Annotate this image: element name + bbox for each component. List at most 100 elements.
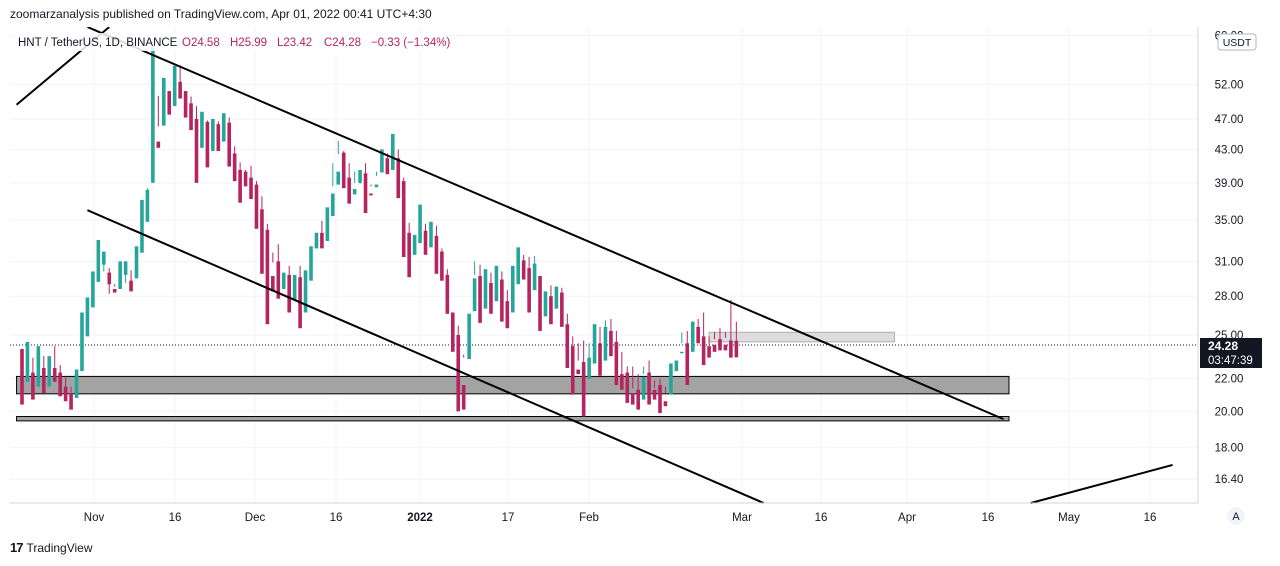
candle-body-47 bbox=[276, 261, 281, 299]
y-tick-label-4: 39.00 bbox=[1215, 178, 1244, 190]
candle-body-49 bbox=[287, 274, 291, 313]
last-price-badge: 24.28 03:47:39 bbox=[1200, 337, 1262, 368]
footer-brand[interactable]: 17 TradingView bbox=[10, 540, 93, 555]
auto-scale-button[interactable]: A bbox=[1227, 507, 1245, 525]
candle-body-120 bbox=[674, 360, 679, 372]
trendline-2 bbox=[87, 209, 765, 504]
candle-body-65 bbox=[374, 184, 379, 188]
y-tick-label-12: 16.40 bbox=[1215, 474, 1244, 486]
close-value: C24.28 bbox=[324, 37, 361, 49]
candle-body-70 bbox=[401, 181, 406, 258]
candle-body-52 bbox=[303, 270, 308, 313]
candle-body-126 bbox=[707, 346, 711, 358]
candle-body-28 bbox=[172, 65, 177, 107]
y-tick-label-9: 22.00 bbox=[1215, 374, 1244, 386]
candle-body-10 bbox=[74, 369, 79, 398]
candle-body-107 bbox=[603, 326, 608, 361]
candle-body-104 bbox=[587, 357, 591, 379]
time-axis[interactable]: 6Nov16Dec16202217FebMar16Apr16May16 bbox=[2, 512, 1157, 524]
candle-body-55 bbox=[320, 232, 324, 249]
candle-body-14 bbox=[96, 240, 101, 282]
candle-body-27 bbox=[167, 91, 172, 115]
candle-body-31 bbox=[189, 103, 193, 131]
x-tick-label-6: 17 bbox=[502, 512, 515, 524]
footer-brand-label: TradingView bbox=[26, 540, 93, 555]
candle-body-41 bbox=[243, 171, 248, 187]
candle-body-82 bbox=[467, 313, 471, 360]
x-tick-label-10: Apr bbox=[898, 512, 916, 524]
candle-body-57 bbox=[331, 193, 335, 216]
candle-body-122 bbox=[685, 343, 690, 386]
candle-body-121 bbox=[680, 351, 684, 354]
candle-body-15 bbox=[101, 251, 106, 265]
candle-body-110 bbox=[620, 374, 624, 390]
countdown-label: 03:47:39 bbox=[1208, 355, 1253, 367]
candle-body-19 bbox=[123, 261, 128, 275]
candle-body-88 bbox=[500, 279, 504, 322]
x-tick-label-9: 16 bbox=[815, 512, 828, 524]
candle-body-48 bbox=[281, 272, 286, 289]
candle-body-89 bbox=[505, 301, 510, 329]
candle-body-98 bbox=[554, 286, 559, 309]
candle-body-75 bbox=[429, 221, 433, 248]
candle-body-33 bbox=[200, 111, 204, 148]
candle-body-85 bbox=[483, 269, 488, 309]
publisher-line: zoomarzanalysis published on TradingView… bbox=[10, 7, 432, 21]
candle-body-92 bbox=[521, 260, 526, 280]
candle-body-87 bbox=[494, 265, 499, 302]
x-tick-label-3: Dec bbox=[245, 512, 266, 524]
candle-body-40 bbox=[238, 169, 242, 203]
trendline-1 bbox=[87, 26, 1004, 421]
candle-body-17 bbox=[112, 288, 117, 293]
candle-body-123 bbox=[690, 321, 695, 352]
candle-body-111 bbox=[625, 372, 630, 403]
y-tick-label-10: 20.00 bbox=[1215, 406, 1244, 418]
candle-body-90 bbox=[510, 265, 515, 313]
trendlines bbox=[15, 26, 1173, 504]
candle-body-45 bbox=[265, 229, 270, 325]
candle-body-34 bbox=[205, 121, 210, 168]
candle-body-39 bbox=[232, 153, 237, 182]
candle-body-99 bbox=[560, 292, 564, 327]
candle-body-86 bbox=[489, 283, 493, 314]
candle-body-119 bbox=[669, 363, 673, 395]
candle-body-50 bbox=[292, 274, 297, 300]
candle-body-36 bbox=[216, 124, 221, 152]
candle-body-5 bbox=[47, 356, 52, 387]
candle-body-127 bbox=[712, 344, 717, 352]
candle-body-105 bbox=[592, 324, 597, 364]
candle-body-103 bbox=[581, 362, 586, 417]
x-tick-label-7: Feb bbox=[579, 512, 599, 524]
candle-body-25 bbox=[156, 141, 161, 148]
candle-body-32 bbox=[194, 119, 199, 183]
candle-body-128 bbox=[718, 339, 722, 351]
candle-body-80 bbox=[456, 334, 461, 412]
x-tick-label-4: 16 bbox=[330, 512, 343, 524]
candle-body-101 bbox=[570, 346, 575, 395]
candle-body-58 bbox=[336, 171, 341, 185]
candle-body-117 bbox=[658, 385, 662, 414]
candlestick-chart[interactable]: HNT / TetherUS, 1D, BINANCE O24.58 H25.9… bbox=[2, 26, 1272, 530]
candle-body-125 bbox=[701, 336, 706, 366]
candle-body-11 bbox=[80, 312, 84, 372]
candle-body-79 bbox=[450, 312, 455, 352]
candle-body-112 bbox=[630, 393, 635, 405]
candle-body-106 bbox=[598, 343, 602, 376]
y-tick-label-1: 52.00 bbox=[1215, 79, 1244, 91]
price-axis[interactable]: 60.0052.0047.0043.0039.0035.0031.0028.00… bbox=[1215, 30, 1244, 486]
candle-body-81 bbox=[461, 385, 466, 410]
trendline-3 bbox=[1030, 463, 1173, 504]
candle-body-30 bbox=[183, 91, 188, 118]
candle-body-6 bbox=[52, 368, 57, 382]
currency-badge[interactable]: USDT bbox=[1217, 33, 1257, 51]
y-tick-label-5: 35.00 bbox=[1215, 215, 1244, 227]
candles bbox=[20, 47, 739, 417]
candle-body-23 bbox=[145, 189, 150, 222]
open-value: O24.58 bbox=[182, 37, 220, 49]
candle-body-44 bbox=[260, 209, 264, 274]
x-tick-label-12: May bbox=[1058, 512, 1080, 524]
candle-body-102 bbox=[576, 369, 581, 375]
high-value: H25.99 bbox=[230, 37, 267, 49]
candle-body-64 bbox=[369, 193, 373, 196]
candle-body-95 bbox=[538, 276, 542, 331]
